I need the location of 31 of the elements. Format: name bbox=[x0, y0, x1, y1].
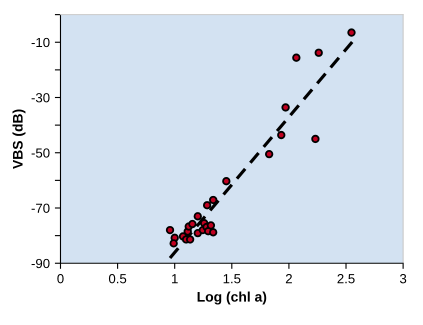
point bbox=[170, 239, 178, 248]
point bbox=[206, 221, 216, 230]
point bbox=[314, 48, 323, 57]
y-tick-label: -30 bbox=[32, 93, 50, 102]
point bbox=[222, 177, 230, 186]
x-tick-label: 0.5 bbox=[108, 274, 126, 284]
x-tick-label: 2 bbox=[286, 274, 292, 284]
y-tick-label: -50 bbox=[32, 148, 50, 158]
x-tick-label: 1.5 bbox=[224, 274, 240, 284]
point bbox=[281, 103, 290, 112]
point bbox=[194, 212, 202, 220]
x-tick-label: 1 bbox=[172, 274, 178, 284]
point bbox=[186, 235, 194, 244]
y-axis-title: VBS (dB) bbox=[12, 110, 26, 169]
point bbox=[202, 201, 212, 210]
y-tick-label: -90 bbox=[32, 258, 50, 268]
x-tick-label: 0 bbox=[57, 274, 64, 284]
x-tick-label: 3 bbox=[400, 274, 406, 284]
point bbox=[209, 228, 218, 236]
point bbox=[264, 150, 274, 158]
point bbox=[277, 130, 286, 140]
point bbox=[209, 196, 218, 204]
y-tick-label: -10 bbox=[32, 38, 50, 48]
x-tick-label: 2.5 bbox=[338, 274, 355, 284]
point bbox=[347, 28, 356, 37]
point bbox=[311, 134, 320, 144]
point bbox=[188, 220, 197, 228]
point bbox=[166, 226, 174, 234]
x-axis-title: Log (chl a) bbox=[198, 292, 266, 305]
point bbox=[292, 54, 300, 62]
y-tick-label: -70 bbox=[32, 204, 50, 213]
